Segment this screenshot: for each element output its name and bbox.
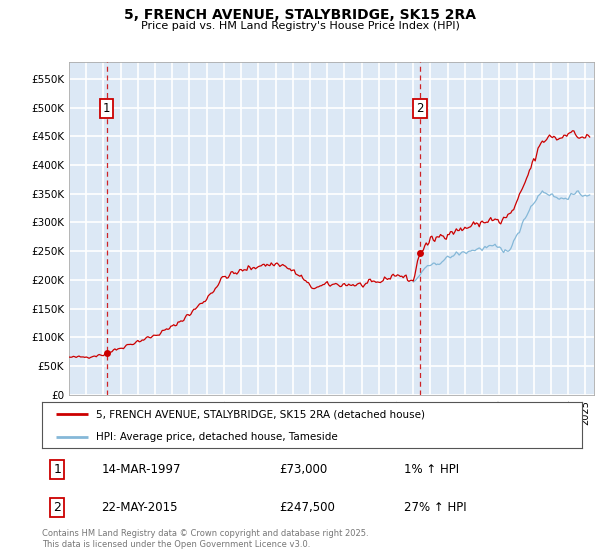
Text: Contains HM Land Registry data © Crown copyright and database right 2025.
This d: Contains HM Land Registry data © Crown c… bbox=[42, 529, 368, 549]
Text: 1: 1 bbox=[103, 102, 110, 115]
Text: Price paid vs. HM Land Registry's House Price Index (HPI): Price paid vs. HM Land Registry's House … bbox=[140, 21, 460, 31]
Text: 27% ↑ HPI: 27% ↑ HPI bbox=[404, 501, 466, 514]
Text: 1: 1 bbox=[53, 463, 61, 476]
Text: 2: 2 bbox=[416, 102, 424, 115]
Text: £247,500: £247,500 bbox=[280, 501, 335, 514]
Text: 5, FRENCH AVENUE, STALYBRIDGE, SK15 2RA: 5, FRENCH AVENUE, STALYBRIDGE, SK15 2RA bbox=[124, 8, 476, 22]
Text: 5, FRENCH AVENUE, STALYBRIDGE, SK15 2RA (detached house): 5, FRENCH AVENUE, STALYBRIDGE, SK15 2RA … bbox=[96, 409, 425, 419]
Text: 14-MAR-1997: 14-MAR-1997 bbox=[101, 463, 181, 476]
Text: 1% ↑ HPI: 1% ↑ HPI bbox=[404, 463, 459, 476]
Text: 2: 2 bbox=[53, 501, 61, 514]
Text: £73,000: £73,000 bbox=[280, 463, 328, 476]
Text: HPI: Average price, detached house, Tameside: HPI: Average price, detached house, Tame… bbox=[96, 432, 338, 441]
Text: 22-MAY-2015: 22-MAY-2015 bbox=[101, 501, 178, 514]
